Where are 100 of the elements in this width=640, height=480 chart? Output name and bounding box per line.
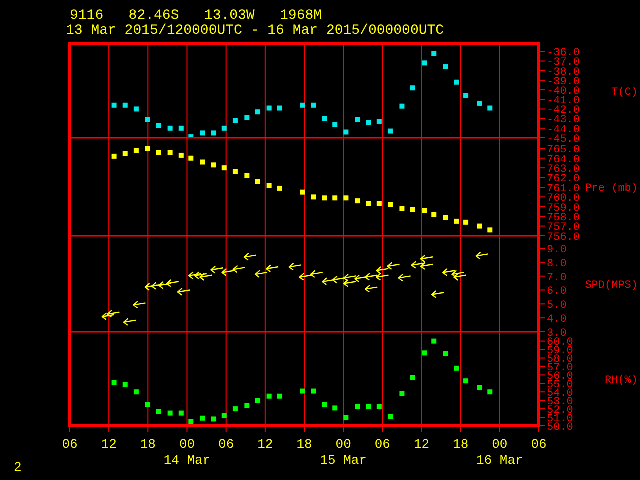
point	[344, 415, 349, 420]
point	[178, 410, 184, 416]
point	[168, 410, 173, 416]
y-axis-title: T(C)	[612, 86, 638, 99]
point	[464, 220, 469, 225]
point	[156, 409, 162, 414]
point	[188, 156, 194, 161]
point	[376, 404, 382, 410]
y-tick-label: 4.0	[547, 314, 567, 326]
point	[200, 160, 206, 165]
point	[134, 106, 139, 112]
point	[477, 224, 482, 229]
point	[332, 406, 338, 411]
point	[355, 404, 360, 410]
point	[432, 212, 437, 218]
point	[355, 117, 360, 122]
x-tick-label: 00 14 Mar	[164, 437, 211, 468]
x-tick-label: 18	[296, 437, 312, 452]
point	[168, 150, 173, 156]
chart-title: 9116 82.46S 13.03W 1968M	[70, 8, 322, 24]
point	[443, 215, 448, 220]
y-tick-label: 9.0	[547, 244, 567, 256]
point	[410, 207, 416, 212]
point	[222, 166, 227, 171]
point	[277, 394, 282, 399]
x-tick-label: 12	[101, 437, 117, 452]
point	[332, 122, 338, 128]
point	[122, 151, 128, 156]
point	[255, 398, 260, 404]
point	[134, 148, 139, 154]
point	[464, 378, 469, 384]
point	[410, 86, 416, 91]
point	[422, 60, 428, 66]
y-tick-label: 756.0	[547, 232, 580, 244]
point	[376, 201, 382, 206]
point	[222, 413, 227, 418]
x-tick-label: 18	[453, 437, 469, 452]
point	[156, 150, 162, 156]
point	[443, 64, 448, 70]
x-tick-label: 12	[258, 437, 274, 452]
x-tick-label: 18	[140, 437, 156, 452]
point	[244, 403, 250, 408]
point	[134, 390, 139, 395]
point	[277, 186, 282, 191]
point	[322, 116, 328, 122]
point	[255, 179, 260, 184]
point	[366, 404, 372, 410]
point	[178, 152, 184, 158]
point	[388, 414, 393, 420]
point	[311, 388, 316, 394]
point	[432, 338, 437, 344]
y-tick-label: 6.0	[547, 286, 567, 298]
point	[432, 51, 437, 56]
point	[156, 123, 162, 128]
point	[266, 106, 272, 111]
point	[211, 162, 216, 168]
point	[410, 375, 416, 380]
point	[488, 228, 493, 233]
y-tick-label: 5.0	[547, 300, 567, 312]
point	[322, 196, 328, 201]
y-axis-title: Pre (mb)	[585, 182, 638, 195]
point	[300, 388, 306, 394]
x-tick-label: 06	[218, 437, 234, 452]
point	[355, 198, 360, 204]
point	[376, 119, 382, 124]
x-tick-label: 00 16 Mar	[476, 437, 524, 468]
point	[422, 208, 428, 214]
point	[477, 385, 482, 390]
point	[454, 80, 460, 85]
point	[112, 102, 117, 108]
point	[311, 194, 316, 200]
point	[454, 366, 460, 371]
point	[388, 202, 393, 208]
point	[178, 126, 184, 131]
point	[322, 402, 328, 408]
point	[232, 169, 238, 174]
x-tick-label: 06	[531, 437, 547, 452]
point	[145, 402, 150, 408]
point	[232, 406, 238, 412]
point	[145, 146, 150, 152]
point	[266, 394, 272, 399]
point	[300, 190, 306, 195]
point	[400, 206, 405, 212]
y-tick-label: -45.0	[547, 134, 580, 146]
point	[388, 128, 393, 134]
text: 2	[14, 460, 22, 475]
x-tick-label: 00 15 Mar	[320, 437, 367, 468]
point	[400, 391, 405, 396]
point	[211, 416, 216, 422]
chart-subtitle: 13 Mar 2015/120000UTC - 16 Mar 2015/000000UTC	[66, 23, 444, 39]
point	[222, 126, 227, 131]
point	[300, 102, 306, 108]
point	[366, 120, 372, 126]
y-tick-label: 7.0	[547, 272, 567, 284]
point	[112, 154, 117, 159]
point	[366, 201, 372, 206]
point	[255, 110, 260, 115]
point	[244, 173, 250, 178]
point	[168, 126, 173, 131]
y-axis-title: SPD(MPS)	[585, 280, 638, 292]
